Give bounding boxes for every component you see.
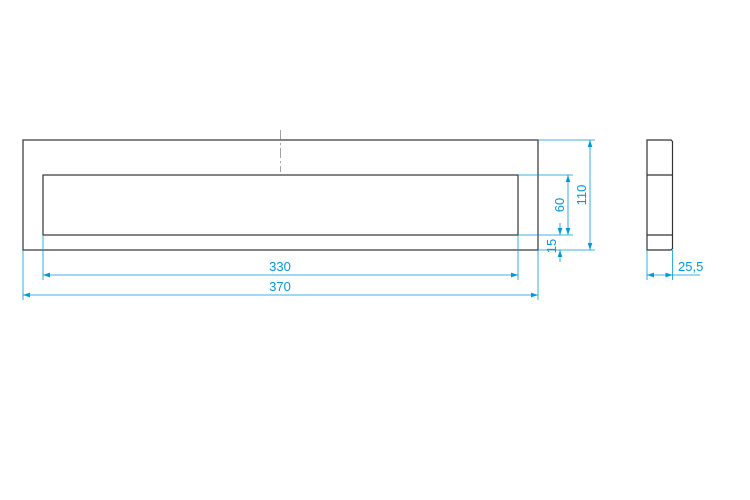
side-view: [647, 140, 673, 250]
dim-label: 60: [552, 198, 567, 212]
side-outer: [647, 140, 673, 250]
dim-label: 330: [269, 259, 291, 274]
dim-height-110: 110: [538, 140, 595, 250]
dim-height-60: 60: [518, 175, 573, 235]
front-view: [23, 130, 538, 250]
dim-label: 15: [544, 239, 559, 253]
dim-label: 25,5: [678, 259, 703, 274]
dim-width-330: 330: [43, 235, 518, 280]
dim-offset-15: 15: [544, 223, 560, 262]
dim-depth-25-5: 25,5: [647, 250, 703, 280]
technical-drawing: 370 330 110 60 15 25,5: [0, 0, 750, 500]
dim-label: 110: [574, 185, 589, 206]
inner-rectangle: [43, 175, 518, 235]
dim-label: 370: [269, 279, 291, 294]
